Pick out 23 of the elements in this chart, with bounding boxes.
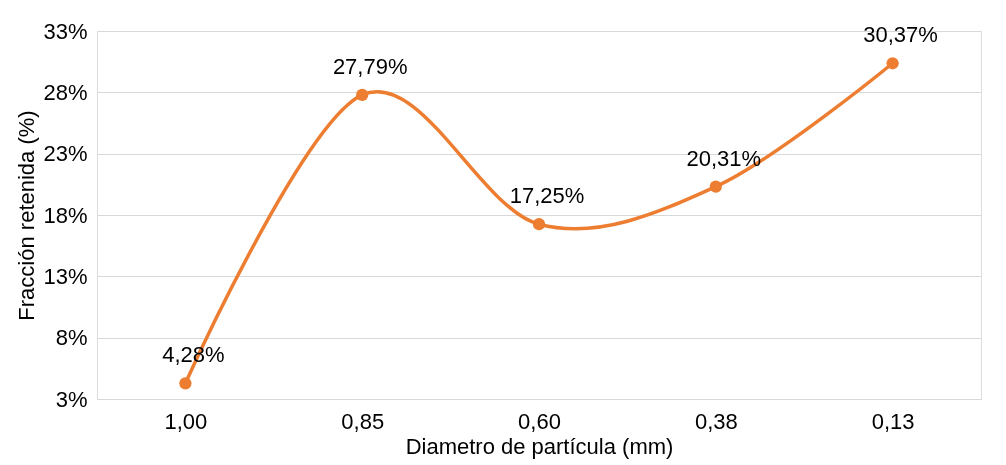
x-tick-label: 0,13 (871, 408, 915, 434)
data-label: 20,31% (686, 145, 762, 171)
point (886, 57, 899, 70)
point (356, 88, 369, 102)
y-tick-label: 13% (43, 263, 88, 289)
y-axis-title: Fracción retenida (%) (14, 110, 40, 321)
point (179, 377, 192, 390)
y-tick-label: 28% (43, 79, 88, 105)
x-axis-title: Diametro de partícula (mm) (405, 433, 674, 459)
data-label: 27,79% (332, 53, 408, 79)
y-tick-label: 3% (55, 386, 88, 412)
y-tick-label: 23% (43, 141, 88, 167)
data-label: 30,37% (863, 22, 938, 48)
y-tick-label: 18% (43, 202, 88, 228)
y-tick-label: 8% (55, 325, 88, 351)
x-tick-label: 0,60 (518, 408, 561, 434)
x-tick-label: 0,38 (694, 408, 738, 434)
point (532, 218, 546, 231)
x-tick-label: 0,85 (341, 408, 385, 434)
data-label: 17,25% (509, 183, 585, 209)
y-tick-label: 33% (43, 18, 88, 44)
point (709, 180, 722, 193)
x-tick-label: 1,00 (164, 408, 208, 434)
